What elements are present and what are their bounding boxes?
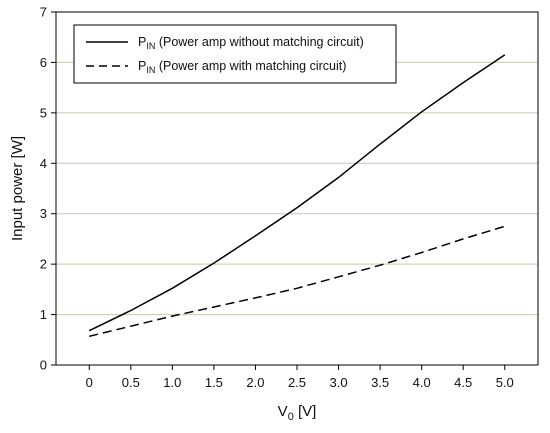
x-axis-label-main: V	[278, 403, 288, 420]
y-tick-label: 4	[40, 156, 47, 171]
y-tick-label: 7	[40, 5, 47, 20]
x-tick-label: 3.5	[371, 375, 389, 390]
legend-entry-with-matching: PIN (Power amp with matching circuit)	[138, 59, 346, 75]
series-line-dashed	[89, 225, 506, 338]
y-tick-label: 1	[40, 307, 47, 322]
x-tick-label: 3.0	[330, 375, 348, 390]
y-tick-label: 0	[40, 358, 47, 373]
legend: PIN (Power amp without matching circuit)…	[73, 24, 397, 84]
y-tick-label: 6	[40, 55, 47, 70]
x-tick-label: 0.5	[122, 375, 140, 390]
y-axis-ticks: 0 1 2 3 4 5 6 7	[40, 5, 56, 373]
x-tick-label: 1.5	[205, 375, 223, 390]
y-axis-label: Input power [W]	[9, 136, 26, 241]
y-tick-label: 5	[40, 105, 47, 120]
x-tick-label: 0	[86, 375, 93, 390]
x-tick-label: 4.0	[413, 375, 431, 390]
x-axis-label: V0 [V]	[278, 403, 317, 423]
x-tick-label: 2.0	[246, 375, 264, 390]
x-axis-ticks: 0 0.5 1.0 1.5 2.0 2.5 3.0 3.5 4.0 4.5 5.0	[86, 365, 514, 390]
legend-box	[73, 24, 397, 84]
x-tick-label: 2.5	[288, 375, 306, 390]
x-tick-label: 5.0	[496, 375, 514, 390]
y-tick-label: 2	[40, 257, 47, 272]
x-axis-label-unit-text: [V]	[298, 403, 316, 420]
x-axis-label-subscript: 0	[288, 411, 294, 423]
x-tick-label: 4.5	[454, 375, 472, 390]
y-tick-label: 3	[40, 206, 47, 221]
series-lines	[88, 54, 506, 338]
legend-entry-without-matching: PIN (Power amp without matching circuit)	[138, 35, 364, 51]
grid-lines	[56, 61, 538, 316]
x-tick-label: 1.0	[163, 375, 181, 390]
series-line-solid	[88, 54, 506, 332]
